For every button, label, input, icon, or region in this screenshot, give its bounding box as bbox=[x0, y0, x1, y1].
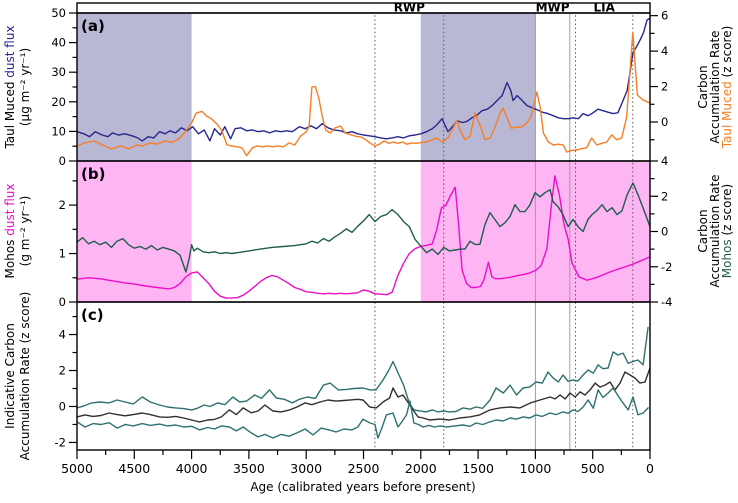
period-label-lia: LIA bbox=[593, 1, 615, 15]
panel-a-right-tick-2: 2 bbox=[661, 80, 668, 94]
panel-b-left-tick-1: 1 bbox=[59, 247, 66, 261]
series-mohos-dust-flux bbox=[76, 175, 651, 299]
panel-b-right-tick-0: 0 bbox=[661, 225, 668, 239]
period-labels-layer: RWP MWP LIA bbox=[394, 1, 616, 15]
panel-a-left-tick-10: 10 bbox=[51, 124, 66, 138]
x-tick-1000: 1000 bbox=[519, 461, 551, 476]
panel-b-left-tick-2: 2 bbox=[59, 198, 66, 212]
panel-c-left-axis-title-1: Indicative Carbon bbox=[3, 323, 17, 429]
x-tick-2000: 2000 bbox=[405, 461, 437, 476]
period-label-rwp: RWP bbox=[394, 1, 425, 15]
series-indicative-car-mean bbox=[76, 367, 651, 423]
panel-c-letter: (c) bbox=[81, 306, 104, 324]
panel-a-left-tick-0: 0 bbox=[59, 154, 66, 168]
x-tick-5000: 5000 bbox=[61, 461, 93, 476]
panel-b-right-tick--2: -2 bbox=[661, 260, 672, 274]
panel-b-right-tick-2: 2 bbox=[661, 189, 668, 203]
panel-c-left-tick-0: 0 bbox=[59, 399, 66, 413]
panel-a-left-tick-20: 20 bbox=[51, 95, 66, 109]
panel-c-left-tick-2: 2 bbox=[59, 364, 66, 378]
x-tick-3000: 3000 bbox=[290, 461, 322, 476]
series-taul-muced-carbon-accumulation-rate-z-score- bbox=[76, 31, 651, 157]
panel-a-left-tick-40: 40 bbox=[51, 36, 66, 50]
panel-a-shaded-band-1 bbox=[420, 13, 536, 161]
panel-a-right-tick-0: 0 bbox=[661, 115, 668, 129]
shaded-bands-layer bbox=[77, 13, 650, 302]
panel-a-right-axis-title-1: Carbon bbox=[696, 65, 710, 108]
panel-a-letter: (a) bbox=[81, 17, 105, 35]
panel-a-shaded-band-0 bbox=[77, 13, 192, 161]
panel-a-left-axis-title: Taul Muced dust flux bbox=[3, 25, 17, 149]
panel-b-left-tick-0: 0 bbox=[59, 295, 66, 309]
panel-c-left-tick-4: 4 bbox=[59, 328, 66, 342]
panel-b-right-axis-title-1: Carbon bbox=[696, 209, 710, 252]
x-tick-0: 0 bbox=[646, 461, 654, 476]
panel-a-left-axis-units: (µg m⁻² yr⁻¹) bbox=[18, 48, 32, 126]
panel-a-right-axis-title-3: Taul Muced (z score) bbox=[720, 26, 734, 150]
x-tick-1500: 1500 bbox=[462, 461, 494, 476]
x-tick-3500: 3500 bbox=[233, 461, 265, 476]
x-tick-4000: 4000 bbox=[176, 461, 208, 476]
panel-a-right-tick-6: 6 bbox=[661, 9, 668, 23]
panel-b-right-tick-4: 4 bbox=[661, 154, 668, 168]
period-label-mwp: MWP bbox=[536, 1, 570, 15]
reference-lines-layer bbox=[374, 3, 634, 450]
panel-a-left-tick-30: 30 bbox=[51, 65, 66, 79]
panel-b-left-axis-units: (g m⁻² yr⁻¹) bbox=[18, 196, 32, 267]
series-taul-muced-dust-flux bbox=[76, 17, 651, 142]
panel-c-left-tick--2: -2 bbox=[55, 435, 66, 449]
panel-b-right-axis-title-3: Mohos (z score) bbox=[720, 184, 734, 278]
panel-a-left-tick-50: 50 bbox=[51, 6, 66, 20]
series-indicative-car-upper-bound bbox=[76, 326, 649, 413]
data-series-layer bbox=[76, 17, 651, 439]
panel-b-letter: (b) bbox=[81, 165, 105, 183]
panel-a-right-axis-title-2: Accumulation Rate bbox=[708, 30, 722, 143]
x-axis-title: Age (calibrated years before present) bbox=[250, 480, 475, 494]
panel-b-right-axis-title-2: Accumulation Rate bbox=[708, 174, 722, 287]
panel-a-right-tick-4: 4 bbox=[661, 44, 668, 58]
x-tick-4500: 4500 bbox=[118, 461, 150, 476]
panel-b-right-tick--4: -4 bbox=[661, 295, 672, 309]
series-indicative-car-lower-bound bbox=[76, 387, 649, 439]
panel-b-left-axis-title: Mohos dust flux bbox=[3, 184, 17, 279]
x-tick-500: 500 bbox=[581, 461, 605, 476]
x-tick-2500: 2500 bbox=[348, 461, 380, 476]
panel-c-left-axis-title-2: Accumulation Rate (z score) bbox=[18, 292, 32, 461]
series-mohos-carbon-accumulation-rate-z-score- bbox=[76, 182, 651, 273]
